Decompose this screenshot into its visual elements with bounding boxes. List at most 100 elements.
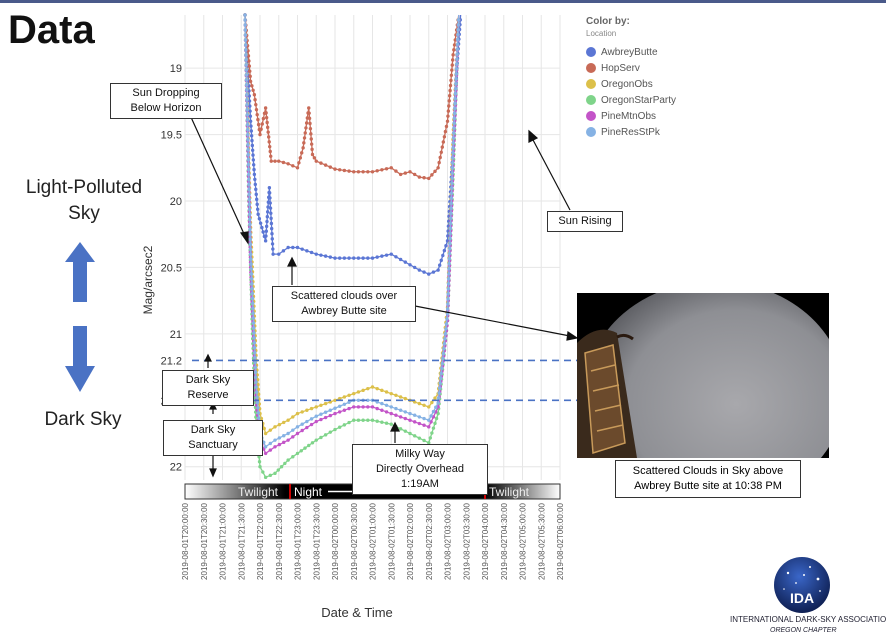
series-point: [422, 423, 426, 427]
series-point: [439, 371, 443, 375]
series-point: [380, 254, 384, 258]
series-point: [451, 156, 455, 160]
series-point: [448, 246, 452, 251]
series-point: [450, 58, 455, 62]
series-point: [444, 322, 449, 326]
series-point: [253, 182, 258, 187]
series-point: [398, 395, 403, 399]
series-point: [251, 301, 255, 306]
series-point: [342, 423, 347, 427]
series-point: [254, 390, 259, 394]
series-point: [245, 88, 249, 92]
series-point: [302, 136, 307, 140]
series-point: [375, 169, 379, 173]
series-point: [249, 134, 254, 138]
series-point: [427, 405, 431, 409]
series-point: [451, 53, 455, 57]
series-point: [314, 438, 318, 442]
series-point: [446, 302, 450, 306]
series-point: [427, 272, 431, 276]
series-point: [258, 132, 262, 137]
series-point: [309, 137, 313, 141]
y-tick-label: 20: [170, 196, 182, 208]
series-point: [389, 411, 393, 416]
x-ticks: 2019-08-01T20:00:00 2019-08-01T20:30:00 20…: [181, 502, 565, 580]
series-point: [248, 109, 252, 113]
legend-dot-icon: [586, 79, 596, 89]
series-point: [452, 126, 456, 130]
series-point: [370, 170, 375, 174]
series-point: [449, 73, 454, 77]
series-point: [452, 111, 457, 116]
series-point: [265, 125, 270, 130]
series-point: [246, 142, 250, 147]
series-point: [444, 327, 448, 331]
series-point: [264, 229, 269, 233]
series-point: [263, 239, 268, 243]
x-tick-label: 2019-08-02T00:30:00: [350, 502, 359, 580]
series-point: [309, 422, 314, 427]
series-point: [453, 38, 457, 42]
series-point: [445, 312, 450, 316]
series-point: [394, 255, 398, 259]
series-point: [347, 400, 351, 404]
series-point: [437, 160, 441, 165]
series-point: [442, 341, 447, 346]
series-point: [255, 112, 259, 117]
series-point: [301, 146, 305, 150]
x-tick-label: 2019-08-02T02:30:00: [425, 502, 434, 580]
series-point: [247, 182, 251, 187]
ida-chapter: OREGON CHAPTER: [770, 627, 837, 634]
series-point: [412, 420, 417, 424]
series-point: [352, 405, 356, 409]
series-point: [380, 168, 384, 172]
series-point: [265, 120, 269, 125]
series-point: [380, 388, 384, 393]
series-point: [254, 107, 259, 112]
series-point: [307, 443, 311, 448]
x-tick-label: 2019-08-02T02:00:00: [406, 502, 415, 580]
series-point: [269, 211, 273, 215]
series-point: [250, 296, 255, 301]
series-point: [273, 445, 277, 449]
series-point: [247, 212, 252, 216]
series-point: [271, 247, 275, 251]
series-point: [408, 431, 412, 436]
series-point: [449, 206, 453, 210]
series-point: [268, 201, 272, 205]
series-point: [394, 406, 398, 411]
series-point: [443, 129, 448, 134]
series-point: [333, 411, 337, 416]
chart-legend: Color by: Location AwbreyButte HopServ O…: [586, 16, 676, 140]
series-point: [446, 234, 450, 238]
series-point: [445, 119, 450, 123]
series-point: [273, 425, 277, 429]
series-point: [245, 97, 249, 102]
series-point: [291, 428, 295, 432]
series-point: [244, 83, 249, 87]
series-point: [455, 57, 459, 61]
ida-logo-icon: IDA: [774, 557, 830, 613]
series-point: [449, 191, 454, 195]
series-point: [248, 79, 253, 84]
series-point: [251, 163, 256, 167]
legend-dot-icon: [586, 63, 596, 73]
series-point: [440, 361, 444, 366]
clouds-callout: Scattered clouds over Awbrey Butte site: [272, 286, 416, 322]
series-point: [450, 63, 454, 67]
series-point: [247, 187, 251, 192]
series-point: [394, 169, 398, 173]
series-point: [258, 221, 263, 225]
series-point: [268, 206, 273, 210]
series-point: [253, 370, 258, 374]
series-point: [265, 215, 270, 219]
ida-name: INTERNATIONAL DARK-SKY ASSOCIATION: [730, 615, 886, 624]
series-point: [251, 153, 255, 157]
series-point: [361, 418, 365, 422]
series-point: [333, 398, 337, 402]
series-point: [356, 256, 361, 260]
series-point: [247, 207, 252, 212]
series-point: [323, 163, 328, 167]
series-point: [366, 256, 370, 260]
series-point: [445, 307, 450, 311]
